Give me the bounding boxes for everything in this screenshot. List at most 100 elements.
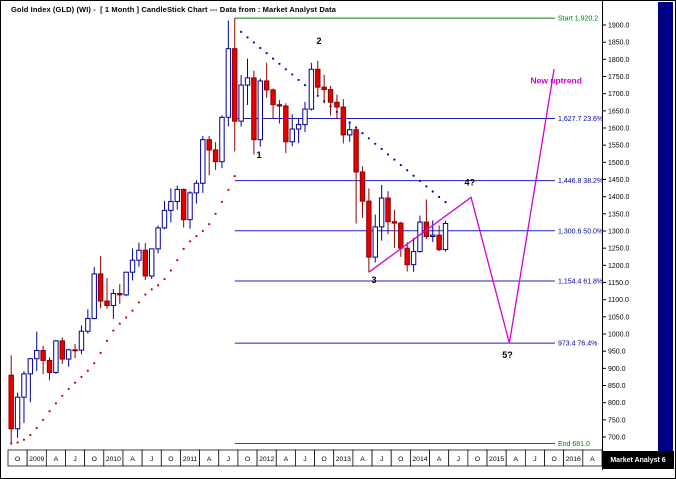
candle-body (378, 197, 385, 228)
sar-dot-red (208, 223, 211, 226)
y-axis-label: 1700.0 (608, 91, 630, 98)
sar-dot-red (227, 188, 230, 191)
sar-dot-blue (259, 46, 262, 50)
y-axis-label: 700.0 (608, 435, 626, 442)
x-axis-cell (582, 449, 603, 467)
candle-body (302, 108, 308, 126)
sar-dot-red (195, 235, 198, 238)
x-axis-label: A (590, 456, 595, 463)
candle-body (53, 340, 59, 373)
candle-body (391, 221, 398, 224)
y-axis-label: 1600.0 (608, 126, 630, 133)
candle-body (14, 396, 21, 430)
wave-label: 2 (317, 36, 322, 46)
candle-body (117, 292, 123, 296)
candle-body (129, 259, 136, 273)
candle-body (142, 249, 149, 277)
y-axis-label: 800.0 (608, 400, 626, 407)
candle-body (180, 188, 187, 221)
candle-body (276, 104, 283, 107)
fib-label: 1,446.8 38.2% (558, 178, 603, 185)
wave-label: 1 (257, 150, 262, 160)
candle-body (104, 300, 110, 307)
sar-dot-blue (278, 62, 281, 65)
candle-body (251, 77, 257, 141)
sar-dot-red (214, 212, 217, 215)
chart-title: Gold Index (GLD) (WI) - [ 1 Month ] Cand… (11, 5, 336, 14)
fib-label: 1,154.4 61.8% (558, 278, 603, 285)
candle-body (430, 234, 436, 237)
y-axis-label: 850.0 (608, 383, 626, 390)
x-axis-label: O (15, 456, 20, 463)
sar-dot-blue (240, 30, 243, 33)
y-axis-label: 1750.0 (608, 74, 630, 81)
x-axis-label: J (533, 456, 536, 463)
y-axis-label: 750.0 (608, 417, 626, 424)
candle-body (85, 318, 91, 332)
candle-body (174, 188, 180, 202)
sar-dot-red (137, 301, 141, 304)
x-axis-label: A (54, 456, 59, 463)
sar-dot-blue (246, 36, 249, 39)
x-axis-label: A (437, 456, 442, 463)
candle-body (123, 271, 129, 296)
sar-dot-red (182, 247, 185, 250)
x-axis-label: A (284, 456, 289, 463)
y-axis-label: 1550.0 (608, 143, 630, 150)
sar-dot-blue (399, 163, 402, 167)
candle-body (27, 358, 34, 375)
candle-body (417, 221, 423, 253)
x-axis-label: 2015 (489, 456, 504, 463)
x-axis-label: O (322, 456, 327, 463)
candle-body (283, 105, 289, 143)
x-axis-label: O (245, 456, 250, 463)
sar-dot-blue (393, 158, 396, 161)
y-axis-label: 1650.0 (608, 108, 630, 115)
sar-dot-red (176, 259, 179, 262)
y-axis-label: 1050.0 (608, 314, 630, 321)
sar-dot-red (156, 284, 160, 287)
fib-label: 1,627.7 23.6% (558, 116, 603, 123)
right-scrollbar-strip[interactable] (658, 2, 673, 451)
y-axis-label: 1900.0 (608, 23, 630, 30)
y-axis-label: 900.0 (608, 366, 626, 373)
y-axis-label: 1850.0 (608, 40, 630, 47)
fib-label: 973.4 76.4% (558, 341, 597, 348)
sar-dot-blue (316, 94, 319, 97)
sar-dot-red (169, 269, 172, 272)
candle-body (410, 251, 417, 266)
y-axis-label: 950.0 (608, 349, 626, 356)
x-axis-label: 2009 (29, 456, 44, 463)
y-axis-label: 1500.0 (608, 160, 630, 167)
sar-dot-red (112, 329, 115, 332)
candle-body (436, 234, 442, 251)
x-axis-label: 2013 (336, 456, 351, 463)
sar-dot-blue (418, 179, 422, 182)
projection-zigzag (368, 68, 555, 344)
sar-dot-red (105, 339, 109, 342)
end-label: End 681.0 (558, 441, 590, 448)
y-axis-label: 1350.0 (608, 211, 630, 218)
candle-body (442, 222, 449, 251)
x-axis-label: J (380, 456, 383, 463)
sar-dot-blue (386, 153, 390, 156)
x-axis-label: O (92, 456, 97, 463)
sar-dot-blue (361, 132, 364, 135)
x-axis-label: J (303, 456, 306, 463)
sar-dot-red (125, 316, 128, 319)
candle-body (65, 349, 72, 360)
candle-body (136, 249, 142, 261)
candle-body (193, 182, 200, 194)
sar-dot-blue (271, 57, 275, 60)
candle-body (315, 68, 321, 88)
sar-dot-red (144, 293, 147, 296)
candle-body (161, 209, 168, 229)
candle-body (46, 359, 53, 373)
candle-body (321, 86, 327, 91)
candle-body (404, 247, 410, 266)
x-axis-label: J (73, 456, 76, 463)
candle-body (385, 197, 391, 223)
sar-dot-blue (374, 142, 377, 145)
